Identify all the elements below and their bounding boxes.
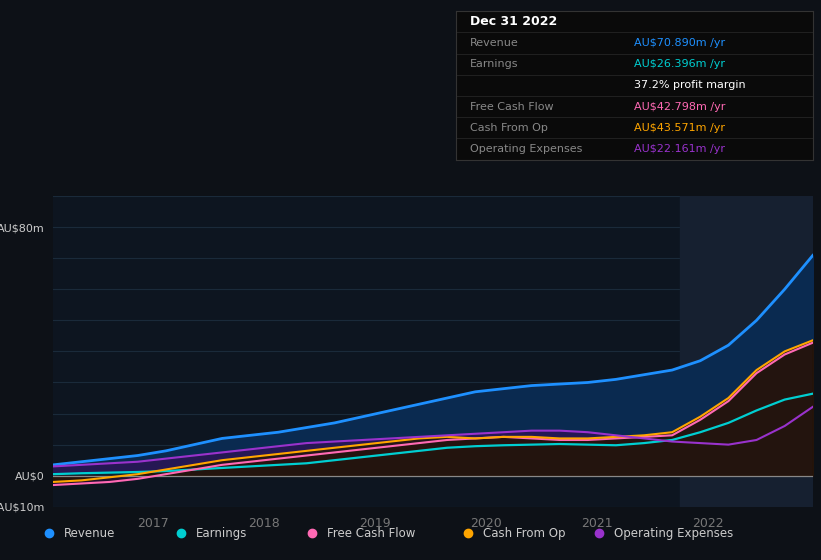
Text: Operating Expenses: Operating Expenses <box>470 144 582 154</box>
Text: AU$22.161m /yr: AU$22.161m /yr <box>635 144 725 154</box>
Text: Revenue: Revenue <box>470 38 519 48</box>
Text: AU$42.798m /yr: AU$42.798m /yr <box>635 101 726 111</box>
Text: Cash From Op: Cash From Op <box>483 527 565 540</box>
Bar <box>680 196 813 507</box>
Text: Operating Expenses: Operating Expenses <box>614 527 733 540</box>
Text: Cash From Op: Cash From Op <box>470 123 548 133</box>
Text: Earnings: Earnings <box>470 59 518 69</box>
Text: Dec 31 2022: Dec 31 2022 <box>470 15 557 29</box>
Text: AU$43.571m /yr: AU$43.571m /yr <box>635 123 725 133</box>
Text: Revenue: Revenue <box>64 527 116 540</box>
Text: Earnings: Earnings <box>195 527 247 540</box>
Text: AU$26.396m /yr: AU$26.396m /yr <box>635 59 725 69</box>
Text: Free Cash Flow: Free Cash Flow <box>470 101 553 111</box>
Text: Free Cash Flow: Free Cash Flow <box>327 527 415 540</box>
Text: AU$70.890m /yr: AU$70.890m /yr <box>635 38 725 48</box>
Text: 37.2% profit margin: 37.2% profit margin <box>635 81 745 90</box>
